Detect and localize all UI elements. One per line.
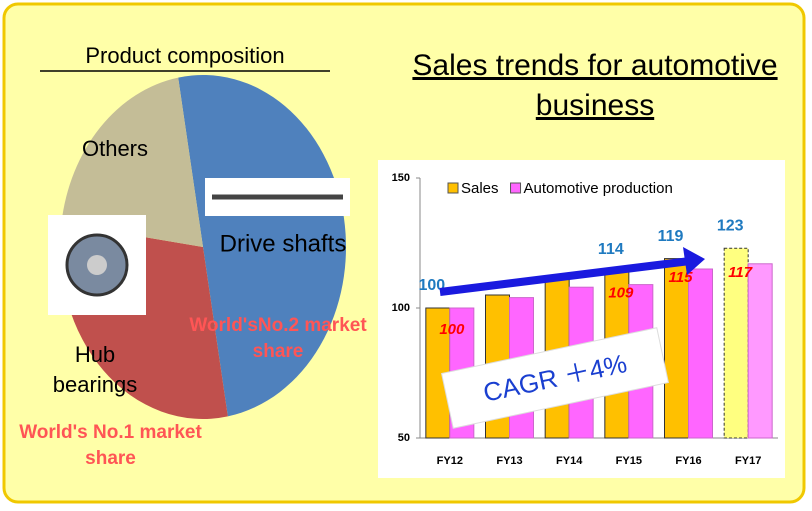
- value-label: 117: [728, 264, 753, 281]
- pie-title: Product composition: [85, 43, 284, 68]
- y-tick-label: 50: [398, 432, 410, 444]
- pie-label: Drive shafts: [220, 230, 347, 257]
- x-tick-label: FY12: [437, 455, 463, 467]
- x-tick-label: FY14: [556, 455, 583, 467]
- value-label: 100: [418, 277, 445, 294]
- bar: [664, 258, 689, 439]
- bar-title: Sales trends for automotive business: [412, 49, 778, 122]
- arrow-head: [683, 247, 705, 275]
- x-tick-label: FY15: [616, 455, 642, 467]
- pie-label: Others: [82, 136, 148, 161]
- x-tick-label: FY13: [496, 455, 522, 467]
- pie-slice: [61, 77, 204, 247]
- value-label: 119: [658, 228, 684, 245]
- x-tick-label: FY17: [735, 455, 761, 467]
- bar: [688, 268, 713, 439]
- legend-label: Sales: [461, 180, 499, 197]
- x-tick-label: FY16: [675, 455, 701, 467]
- pie-label: Hub bearings: [52, 342, 138, 397]
- annotation: World's No.1 market share: [19, 422, 202, 469]
- y-tick-label: 150: [392, 172, 410, 184]
- bar: [723, 247, 749, 439]
- bar: [747, 263, 773, 439]
- annotation: World'sNo.2 market share: [189, 315, 367, 362]
- cagr-bg: [440, 327, 670, 429]
- value-label: 114: [598, 241, 624, 258]
- pie-slice: [178, 75, 346, 417]
- hub-center: [87, 255, 107, 275]
- legend-swatch: [447, 182, 459, 194]
- value-label: 100: [439, 321, 465, 338]
- value-label: 123: [717, 217, 744, 234]
- legend-label: Automotive production: [524, 180, 673, 197]
- legend-swatch: [510, 182, 522, 194]
- value-label: 109: [608, 285, 634, 302]
- trend-arrow: [439, 257, 691, 296]
- y-tick-label: 100: [392, 302, 410, 314]
